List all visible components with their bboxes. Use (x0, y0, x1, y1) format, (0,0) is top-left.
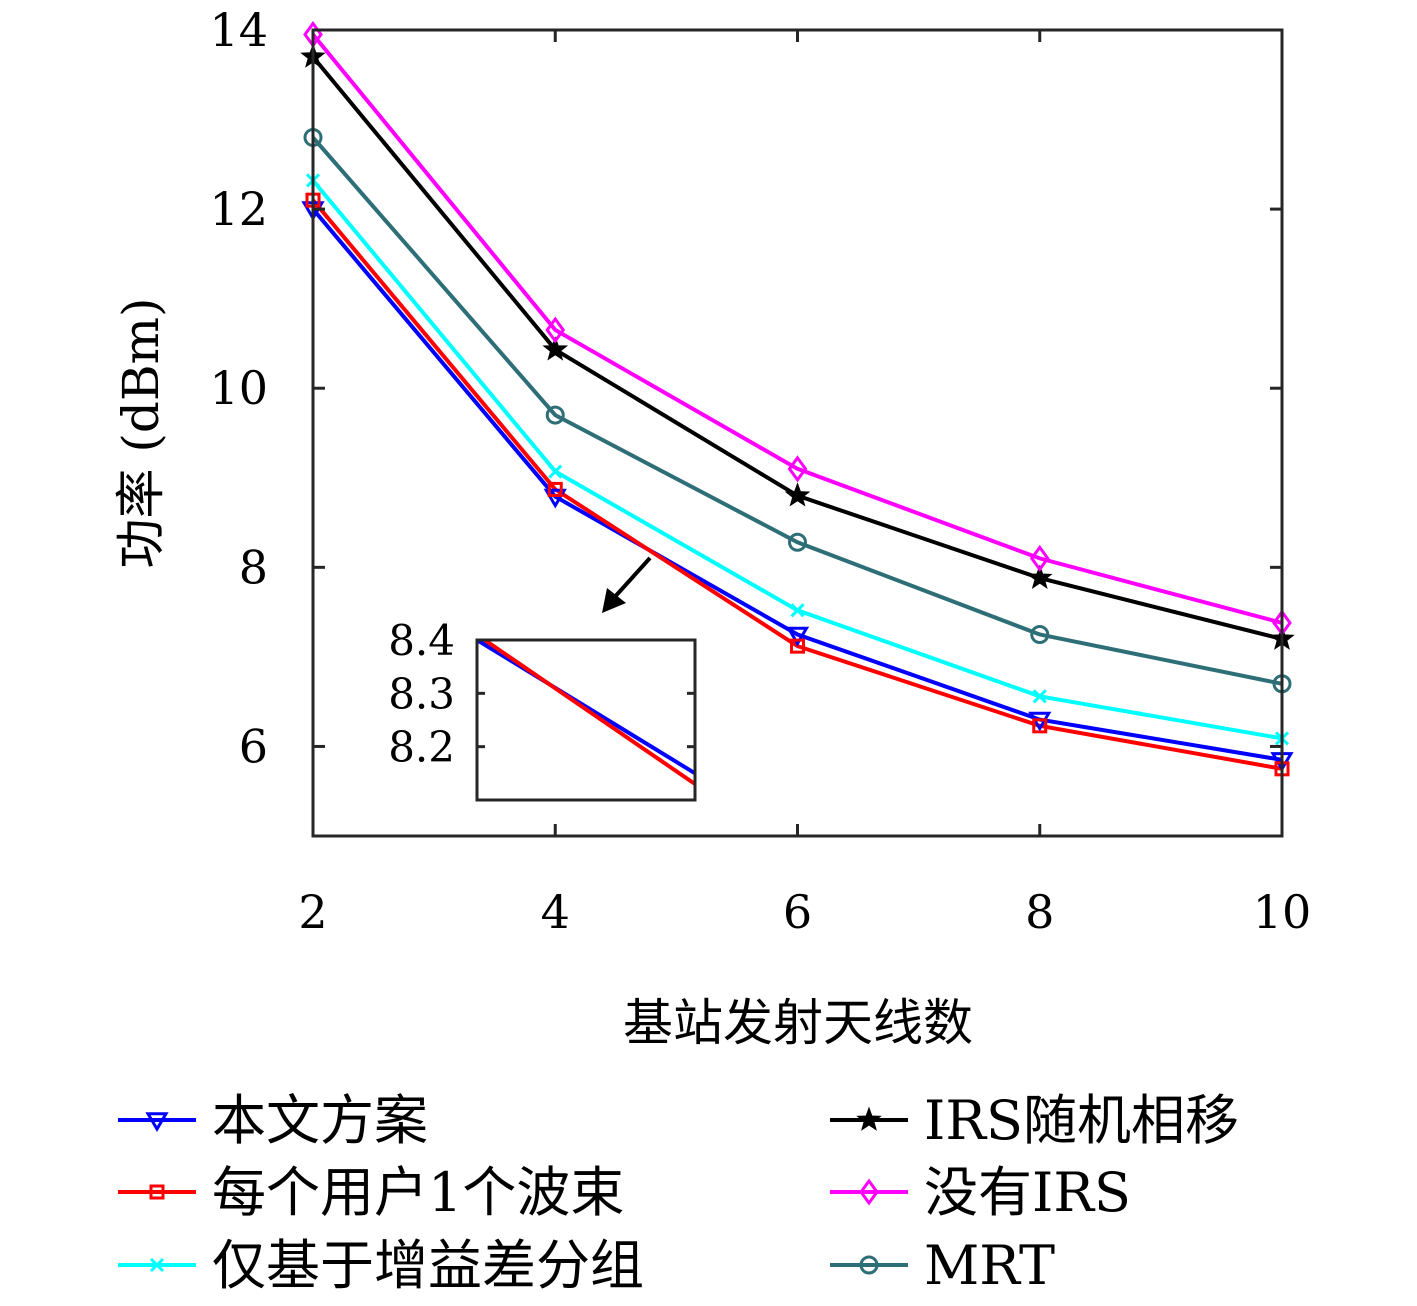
legend-label: 本文方案 (212, 1089, 428, 1152)
series-point (787, 455, 808, 483)
series-point (785, 626, 810, 647)
x-tick-label: 2 (298, 885, 327, 939)
legend-label: 仅基于增益差分组 (212, 1234, 644, 1297)
legend-label: 每个用户1个波束 (212, 1161, 624, 1224)
inset-y-tick-label: 8.2 (388, 723, 455, 772)
x-tick-label: 4 (541, 885, 570, 939)
inset-ticks: 8.48.3 8.2 (388, 616, 695, 772)
legend-label: 没有IRS (924, 1161, 1131, 1224)
legend-label: IRS随机相移 (924, 1089, 1239, 1152)
series-point (547, 481, 563, 497)
series-point (788, 532, 807, 552)
inset-series-line (477, 640, 695, 776)
series-point (790, 603, 805, 618)
series-point (1032, 718, 1048, 734)
legend-item: 每个用户1个波束 (118, 1161, 624, 1224)
series-line (311, 33, 1283, 625)
series-point (1029, 544, 1050, 572)
series-point (1030, 625, 1050, 644)
legend-marker (149, 1184, 165, 1200)
inset-series-line (481, 640, 695, 786)
tick-labels: 2 4 6 8 10 6 8 10 12 14 (209, 3, 1311, 939)
legend-marker (145, 1112, 169, 1132)
series-point (542, 336, 569, 361)
plot-lines (311, 33, 1283, 771)
y-tick-label: 8 (239, 540, 268, 594)
legend-marker (859, 1178, 879, 1206)
inset-background (477, 640, 695, 800)
legend-marker (149, 1257, 165, 1273)
x-axis-label: 基站发射天线数 (623, 994, 973, 1052)
series-line (311, 207, 1283, 762)
series-point (1032, 689, 1047, 704)
series-point (790, 638, 805, 654)
x-tick-label: 8 (1025, 885, 1054, 939)
legend-marker (859, 1255, 879, 1275)
series-point (548, 464, 563, 479)
y-axis-label: 功率 (dBm) (112, 297, 170, 568)
inset-frame (475, 638, 697, 802)
axis-ticks (311, 28, 1284, 836)
legend-item: 仅基于增益差分组 (118, 1234, 644, 1297)
legend-item: 没有IRS (830, 1161, 1131, 1224)
series-point (545, 405, 565, 425)
series-point (543, 488, 567, 509)
legend-item: IRS随机相移 (830, 1089, 1239, 1152)
inset-y-tick-label: 8.4 (388, 616, 455, 665)
x-tick-label: 6 (783, 885, 812, 939)
series-line (311, 136, 1283, 686)
series-point (1026, 564, 1053, 589)
legend-marker (856, 1106, 882, 1131)
series-point (784, 482, 811, 507)
inset-plot: 8.48.3 8.2 (388, 616, 697, 802)
legend-item: MRT (830, 1234, 1055, 1297)
x-tick-label: 10 (1253, 885, 1312, 939)
y-tick-label: 10 (209, 361, 268, 415)
zoom-arrow (602, 556, 652, 613)
y-tick-label: 12 (209, 182, 268, 236)
series-point (545, 316, 566, 344)
inset-lines (477, 640, 695, 786)
legend-item: 本文方案 (118, 1089, 428, 1152)
y-tick-label: 6 (239, 719, 268, 773)
legend-label: MRT (924, 1234, 1055, 1297)
inset-y-tick-label: 8.3 (388, 669, 455, 718)
y-tick-label: 14 (209, 3, 268, 57)
